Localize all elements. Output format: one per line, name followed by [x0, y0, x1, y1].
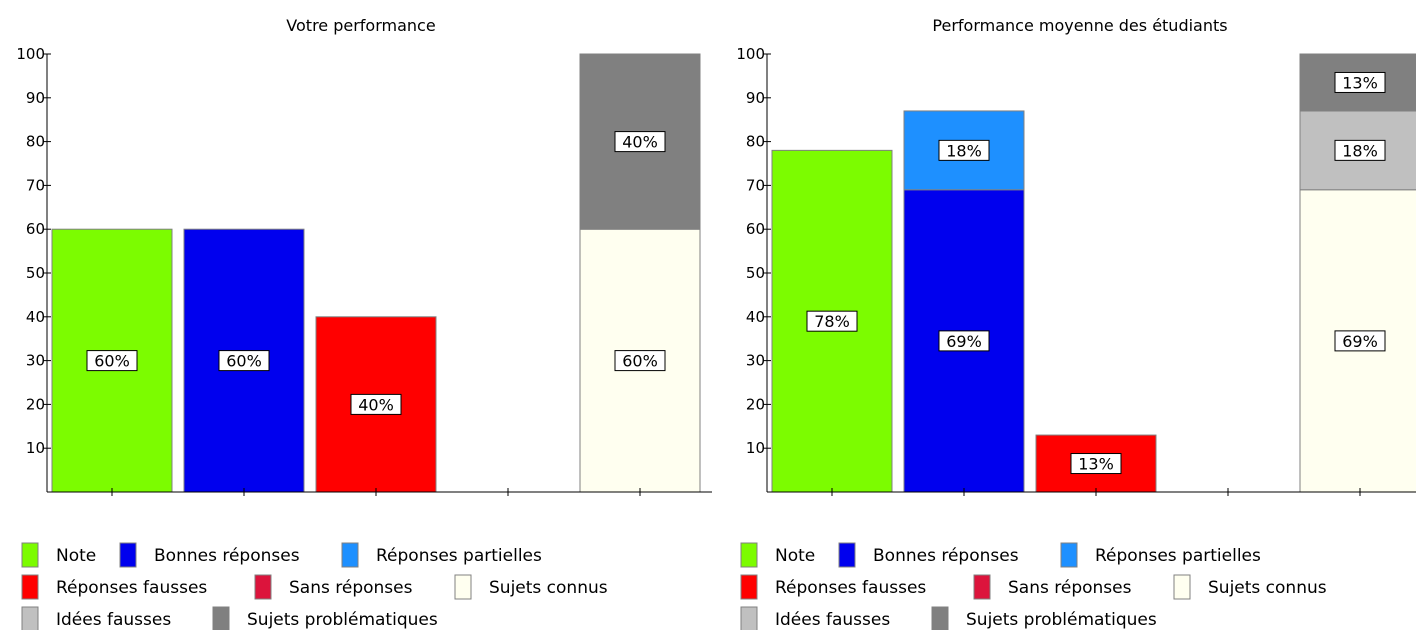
legend-label: Bonnes réponses — [154, 546, 300, 566]
legend-label: Réponses fausses — [56, 578, 207, 598]
legend-label: Sujets connus — [1208, 578, 1327, 598]
y-tick-label: 40 — [746, 308, 765, 326]
legend-swatch — [973, 574, 991, 600]
legend-label: Idées fausses — [56, 610, 171, 630]
legend-label: Sujets problématiques — [247, 610, 438, 630]
y-tick-label: 60 — [26, 220, 45, 238]
y-tick-label: 50 — [746, 264, 765, 282]
legend-label: Sans réponses — [1008, 578, 1132, 598]
y-tick-label: 100 — [16, 45, 45, 63]
data-label: 40% — [622, 133, 658, 152]
legend-label: Sans réponses — [289, 578, 413, 598]
y-tick-label: 30 — [26, 352, 45, 370]
y-tick-label: 40 — [26, 308, 45, 326]
legend-swatch — [931, 606, 949, 630]
legend-swatch — [119, 542, 137, 568]
data-label: 60% — [622, 352, 658, 371]
chart-panel-2: Performance moyenne des étudiants 78% 69% 1… — [736, 16, 1416, 630]
legend: Note Bonnes réponses Réponses partielles Ré… — [740, 542, 1327, 630]
legend-swatch — [212, 606, 230, 630]
y-tick-label: 50 — [26, 264, 45, 282]
data-label-box — [218, 350, 270, 372]
data-label-box — [938, 139, 990, 161]
legend-swatch — [254, 574, 272, 600]
data-label: 69% — [1342, 332, 1378, 351]
legend-swatch — [341, 542, 359, 568]
data-label-box — [614, 131, 666, 153]
data-label-box — [350, 393, 402, 415]
y-tick-label: 80 — [26, 133, 45, 151]
legend-swatch — [21, 542, 39, 568]
data-label: 78% — [814, 312, 850, 331]
y-tick-label: 20 — [26, 395, 45, 413]
chart-title: Performance moyenne des étudiants — [932, 16, 1227, 35]
legend-label: Sujets connus — [489, 578, 608, 598]
y-tick-label: 80 — [746, 133, 765, 151]
y-tick-label: 60 — [746, 220, 765, 238]
data-label: 18% — [1342, 141, 1378, 160]
legend-label: Note — [775, 546, 815, 566]
y-tick-label: 70 — [746, 176, 765, 194]
legend: Note Bonnes réponses Réponses partielles Ré… — [21, 542, 608, 630]
data-label-box — [1334, 330, 1386, 352]
data-label-box — [86, 350, 138, 372]
chart-title: Votre performance — [286, 16, 435, 35]
legend-swatch — [21, 574, 39, 600]
legend-label: Réponses partielles — [376, 546, 542, 566]
legend-label: Note — [56, 546, 96, 566]
data-label-box — [614, 350, 666, 372]
y-tick-label: 90 — [746, 89, 765, 107]
y-tick-label: 10 — [746, 439, 765, 457]
y-tick-label: 100 — [736, 45, 765, 63]
legend-label: Sujets problématiques — [966, 610, 1157, 630]
data-label: 60% — [94, 352, 130, 371]
y-tick-label: 30 — [746, 352, 765, 370]
data-label: 13% — [1342, 73, 1378, 92]
legend-swatch — [740, 606, 758, 630]
data-label-box — [938, 330, 990, 352]
legend-label: Bonnes réponses — [873, 546, 1019, 566]
legend-swatch — [838, 542, 856, 568]
data-label: 60% — [226, 352, 262, 371]
data-label: 40% — [358, 395, 394, 414]
data-label-box — [1070, 453, 1122, 475]
legend-swatch — [1173, 574, 1191, 600]
data-label-box — [1334, 139, 1386, 161]
y-tick-label: 10 — [26, 439, 45, 457]
legend-swatch — [1060, 542, 1078, 568]
legend-swatch — [740, 542, 758, 568]
data-label: 69% — [946, 332, 982, 351]
legend-label: Idées fausses — [775, 610, 890, 630]
legend-label: Réponses fausses — [775, 578, 926, 598]
data-label-box — [806, 310, 858, 332]
chart-panel-1: Votre performance 60% 60% 40% 60% 40% 10 20 30 40… — [16, 16, 712, 630]
y-tick-label: 70 — [26, 176, 45, 194]
legend-swatch — [740, 574, 758, 600]
y-tick-label: 90 — [26, 89, 45, 107]
data-label-box — [1334, 71, 1386, 93]
data-label: 13% — [1078, 455, 1114, 474]
legend-swatch — [21, 606, 39, 630]
legend-label: Réponses partielles — [1095, 546, 1261, 566]
y-tick-label: 20 — [746, 395, 765, 413]
data-label: 18% — [946, 141, 982, 160]
legend-swatch — [454, 574, 472, 600]
